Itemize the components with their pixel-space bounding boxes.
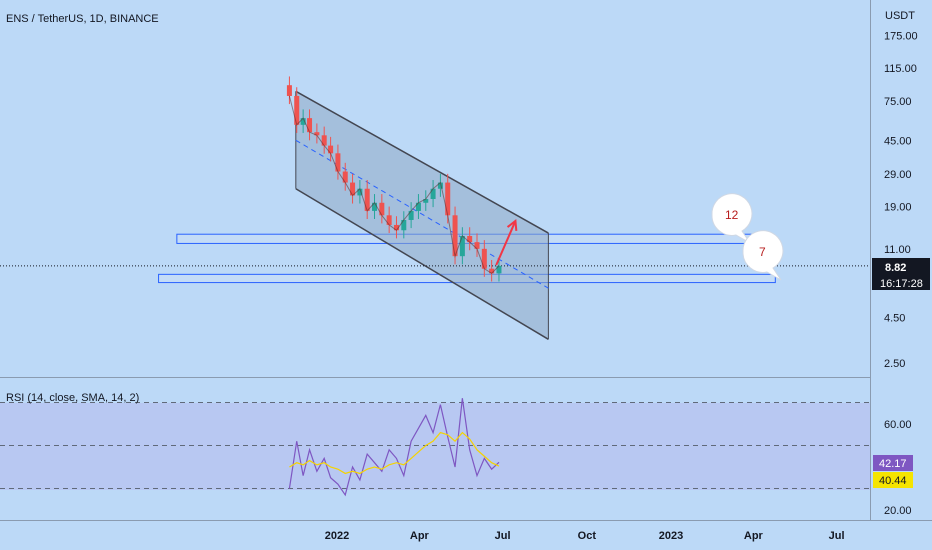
candle-body <box>408 210 414 220</box>
price-tick-label: 29.00 <box>884 169 912 181</box>
sma-current-value: 40.44 <box>879 475 907 487</box>
time-tick-label: Jul <box>829 530 845 542</box>
candle-body <box>415 202 421 211</box>
candle-body <box>459 235 465 257</box>
candle-body <box>294 95 300 125</box>
price-tick-label: 19.00 <box>884 202 912 214</box>
rsi-line <box>288 398 500 497</box>
rsi-band-background <box>0 403 870 490</box>
last-price-value: 8.82 <box>885 262 906 274</box>
time-tick-label: Apr <box>410 530 430 542</box>
time-tick-label: 2022 <box>325 530 349 542</box>
candle-body <box>379 202 385 216</box>
rsi-tick-label: 20.00 <box>884 505 912 517</box>
price-tick-label: 2.50 <box>884 358 905 370</box>
candle-body <box>467 235 473 243</box>
time-tick-label: Jul <box>495 530 511 542</box>
candle-body <box>489 268 495 274</box>
rsi-current-value: 42.17 <box>879 458 907 470</box>
price-tick-label: 45.00 <box>884 135 912 147</box>
price-close-line <box>288 95 500 275</box>
projection-arrow-head <box>506 219 518 231</box>
callout-12[interactable]: 12 <box>711 193 753 244</box>
axis-layer: USDT 175.00 115.00 75.00 45.00 29.00 19.00 11.0… <box>325 10 918 542</box>
candle-body <box>364 188 370 211</box>
callout-7-text: 7 <box>759 245 766 259</box>
candle-body <box>496 265 502 274</box>
callout-12-text: 12 <box>725 208 739 222</box>
channel-lower-line <box>295 188 549 340</box>
candle-body <box>437 182 443 189</box>
candle-body <box>445 182 451 216</box>
candle-body <box>300 118 306 125</box>
candle-body <box>314 132 320 136</box>
rsi-tick-label: 60.00 <box>884 419 912 431</box>
candle-body <box>452 215 458 257</box>
countdown-badge <box>872 275 930 290</box>
price-tick-label: 75.00 <box>884 96 912 108</box>
candle-body <box>357 188 363 196</box>
candle-body <box>423 199 429 203</box>
rsi-layer <box>0 398 870 497</box>
rsi-sma-line <box>289 431 500 475</box>
last-price-badge <box>872 258 930 275</box>
price-layer <box>0 76 870 340</box>
candle-body <box>350 182 356 196</box>
candle-body <box>328 145 334 154</box>
candle-body <box>393 224 399 231</box>
candle-body <box>372 202 378 211</box>
candle-body <box>401 219 407 231</box>
candle-body <box>286 85 292 96</box>
callout-7[interactable]: 7 <box>742 230 784 281</box>
price-tick-label: 4.50 <box>884 313 905 325</box>
sma-value-badge <box>873 472 913 488</box>
candle-body <box>386 215 392 225</box>
projection-arrow <box>495 220 517 266</box>
time-tick-label: Oct <box>578 530 597 542</box>
candle-body <box>335 153 341 172</box>
rsi-indicator-label[interactable]: RSI (14, close, SMA, 14, 2) <box>6 392 139 404</box>
candle-body <box>321 135 327 146</box>
rsi-value-badge <box>873 455 913 471</box>
candle-body <box>481 248 487 269</box>
candle-body <box>474 242 480 249</box>
symbol-title[interactable]: ENS / TetherUS, 1D, BINANCE <box>6 13 159 25</box>
channel-upper-line <box>295 90 549 234</box>
bar-countdown: 16:17:28 <box>880 278 923 290</box>
time-tick-label: 2023 <box>659 530 683 542</box>
candle-body <box>342 171 348 183</box>
candle-body <box>430 188 436 200</box>
candle-body <box>307 118 313 133</box>
price-tick-label: 11.00 <box>884 244 911 256</box>
price-axis-unit: USDT <box>885 10 915 22</box>
price-tick-label: 175.00 <box>884 31 918 43</box>
price-tick-label: 115.00 <box>884 63 917 75</box>
channel-fill <box>295 91 549 340</box>
time-tick-label: Apr <box>744 530 764 542</box>
